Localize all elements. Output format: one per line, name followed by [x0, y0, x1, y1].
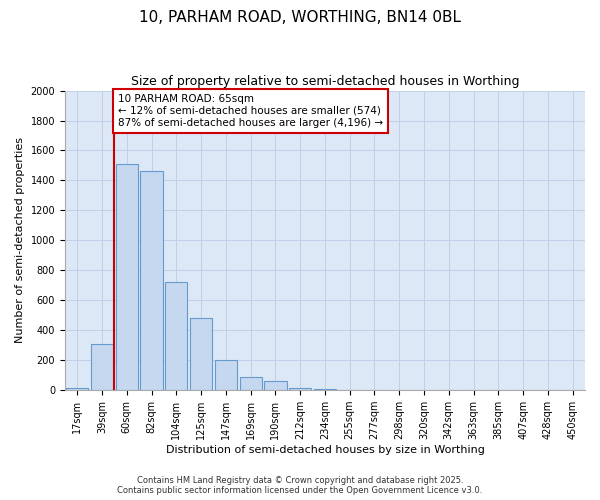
- Text: Contains HM Land Registry data © Crown copyright and database right 2025.
Contai: Contains HM Land Registry data © Crown c…: [118, 476, 482, 495]
- Bar: [264, 381, 287, 390]
- Bar: [91, 344, 113, 390]
- Bar: [66, 388, 88, 390]
- Bar: [215, 360, 237, 390]
- Bar: [239, 376, 262, 390]
- Bar: [289, 388, 311, 390]
- Bar: [116, 164, 138, 390]
- X-axis label: Distribution of semi-detached houses by size in Worthing: Distribution of semi-detached houses by …: [166, 445, 484, 455]
- Text: 10 PARHAM ROAD: 65sqm
← 12% of semi-detached houses are smaller (574)
87% of sem: 10 PARHAM ROAD: 65sqm ← 12% of semi-deta…: [118, 94, 383, 128]
- Y-axis label: Number of semi-detached properties: Number of semi-detached properties: [15, 138, 25, 344]
- Bar: [140, 172, 163, 390]
- Text: 10, PARHAM ROAD, WORTHING, BN14 0BL: 10, PARHAM ROAD, WORTHING, BN14 0BL: [139, 10, 461, 25]
- Bar: [165, 282, 187, 390]
- Title: Size of property relative to semi-detached houses in Worthing: Size of property relative to semi-detach…: [131, 75, 519, 88]
- Bar: [190, 318, 212, 390]
